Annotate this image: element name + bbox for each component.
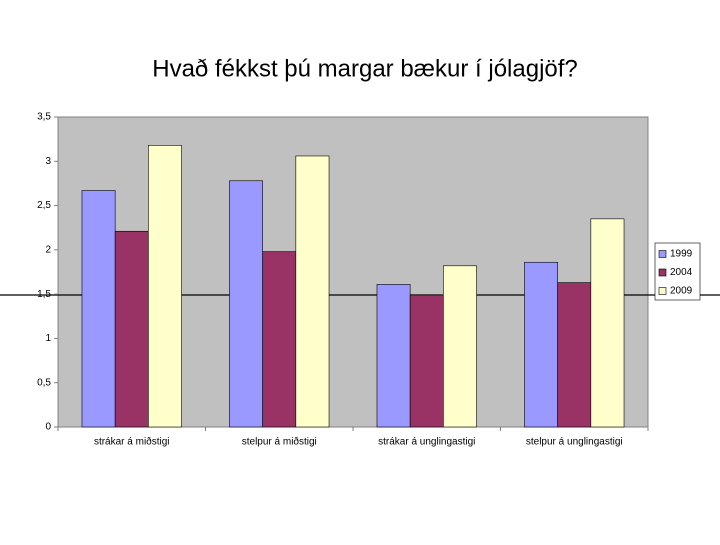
bar <box>114 230 149 428</box>
y-tick-label: 1,5 <box>37 289 51 300</box>
y-tick-label: 0,5 <box>37 377 51 388</box>
bar <box>81 190 116 428</box>
bar <box>148 145 182 428</box>
bar <box>229 180 263 428</box>
x-tick-label: stelpur á miðstigi <box>242 436 317 448</box>
bar <box>590 218 625 428</box>
x-tick-label: strákar á miðstigi <box>94 436 170 448</box>
bar <box>443 265 477 428</box>
y-tick-label: 2,5 <box>37 200 51 211</box>
bar <box>262 251 297 428</box>
y-tick-label: 2 <box>45 244 51 255</box>
bar <box>409 294 444 428</box>
chart-title: Hvað fékkst þú margar bækur í jólagjöf? <box>152 55 578 82</box>
y-tick-label: 3 <box>45 156 51 167</box>
y-tick-label: 1 <box>45 333 51 344</box>
bar <box>524 261 558 428</box>
x-tick-label: stelpur á unglingastigi <box>526 437 623 448</box>
y-tick-label: 3,5 <box>37 112 51 123</box>
legend-label: 2004 <box>670 267 693 278</box>
bar <box>376 284 411 428</box>
bar <box>295 155 330 428</box>
legend-label: 2009 <box>670 286 693 297</box>
legend-swatch <box>658 268 667 277</box>
legend-swatch <box>658 287 667 295</box>
bar <box>557 282 592 428</box>
y-tick-label: 0 <box>45 422 51 433</box>
legend-swatch <box>658 250 667 258</box>
legend-label: 1999 <box>670 249 693 260</box>
x-tick-label: strákar á unglingastigi <box>378 437 475 448</box>
